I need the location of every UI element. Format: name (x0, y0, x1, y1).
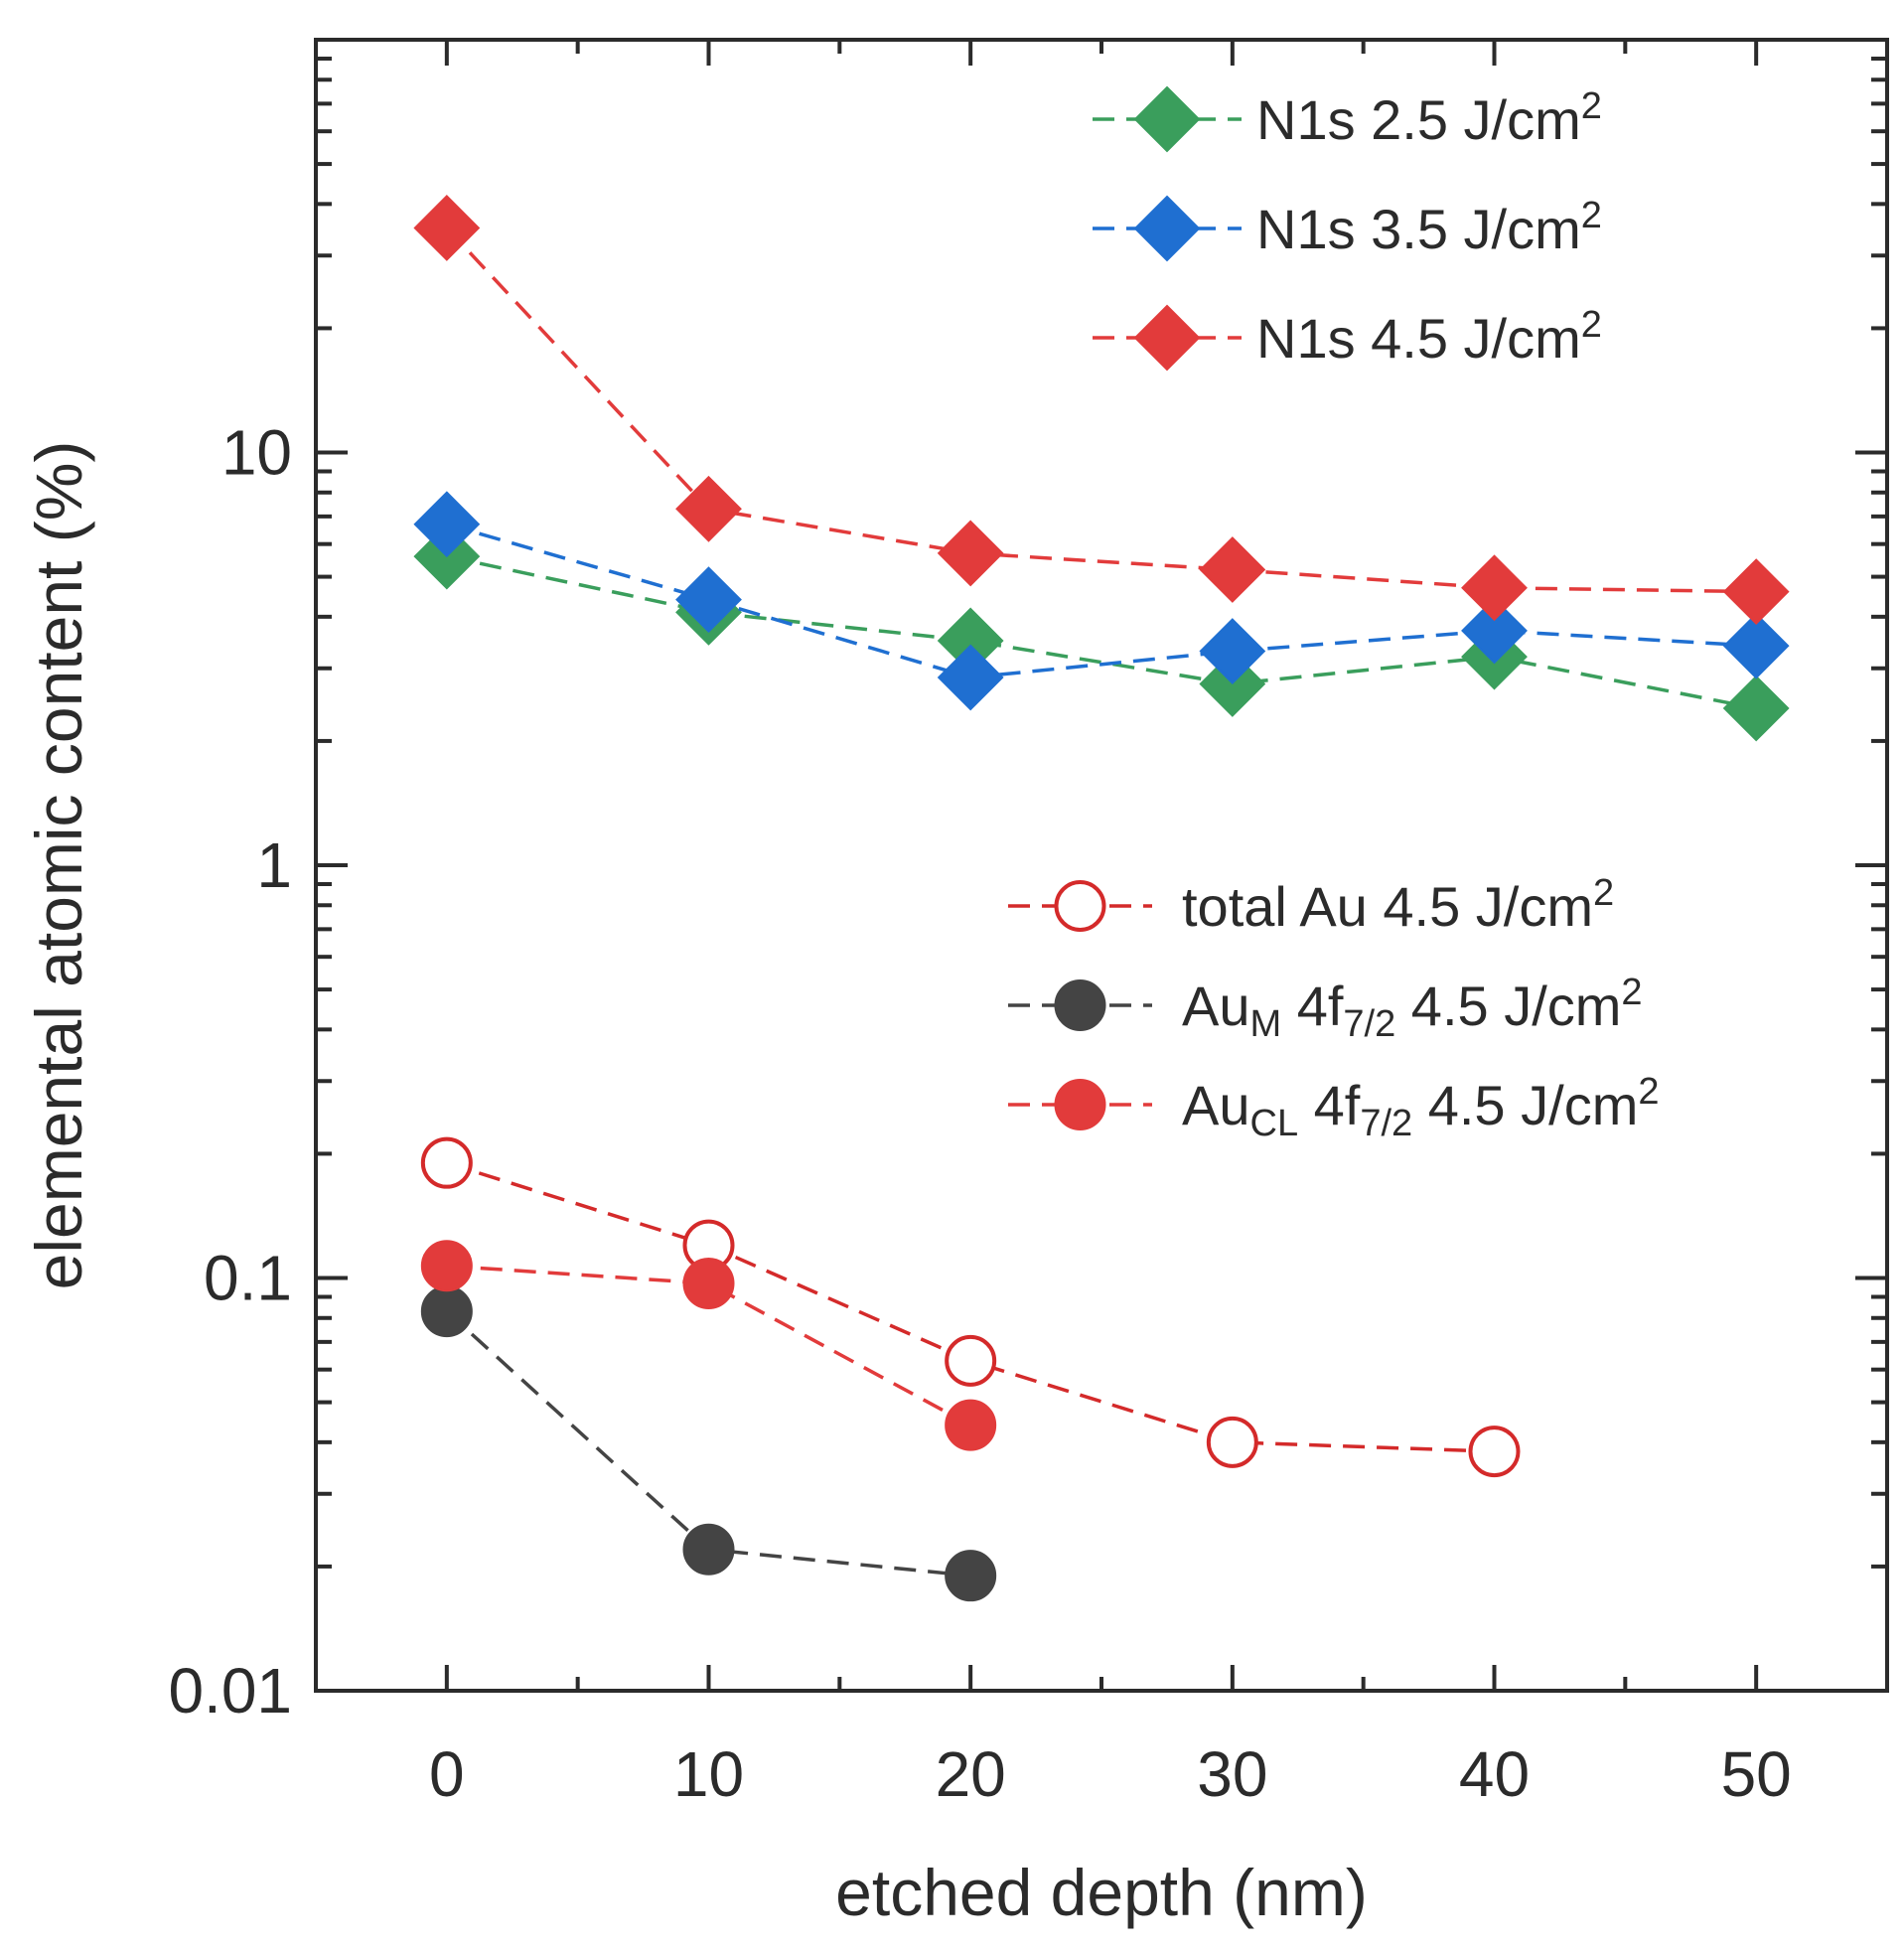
legend-marker (1133, 304, 1201, 372)
x-tick-label: 50 (1721, 1738, 1792, 1810)
series-line-n45 (445, 226, 1757, 594)
x-tick-label: 10 (673, 1738, 744, 1810)
data-point-n35 (1461, 597, 1528, 665)
data-point-aum (420, 1285, 473, 1338)
legend-item-n35: N1s 3.5 J/cm2 (1093, 195, 1602, 262)
legend-item-aucl: AuCL 4f7/2 4.5 J/cm2 (1008, 1071, 1659, 1144)
legend-marker (1054, 1079, 1106, 1130)
legend-label: N1s 3.5 J/cm2 (1256, 195, 1602, 260)
data-point-n45 (675, 475, 742, 542)
data-point-aucl (945, 1399, 997, 1451)
legend-marker (1054, 880, 1106, 932)
tick-labels: 0 10 20 30 40 50 0.01 0.1 1 10 (168, 417, 1791, 1811)
data-point-totalau (1468, 1426, 1521, 1478)
series-n25 (413, 523, 1790, 742)
legend: N1s 2.5 J/cm2 N1s 3.5 J/cm2 N1s 4.5 J/cm2 t… (1008, 85, 1659, 1144)
legend-label: N1s 2.5 J/cm2 (1256, 85, 1602, 151)
x-tick-label: 20 (936, 1738, 1006, 1810)
data-point-n45 (1722, 558, 1790, 626)
data-point-n35 (1199, 618, 1266, 684)
legend-marker (1133, 195, 1201, 262)
series-aucl (420, 1240, 997, 1451)
legend-item-totalau: total Au 4.5 J/cm2 (1008, 872, 1614, 938)
plot-frame (314, 38, 1889, 1693)
data-point-n25 (1722, 675, 1790, 742)
legend-item-n45: N1s 4.5 J/cm2 (1093, 304, 1602, 372)
data-point-n45 (1461, 554, 1528, 622)
y-tick-label: 0.01 (168, 1655, 292, 1727)
axis-ticks (314, 40, 1889, 1693)
data-point-n45 (413, 195, 481, 261)
y-tick-label: 1 (256, 829, 292, 901)
series-line-n25 (446, 554, 1757, 710)
series-n35 (413, 491, 1790, 711)
y-tick-label: 0.1 (204, 1243, 292, 1314)
series-line-n35 (446, 523, 1757, 679)
series-n45 (413, 195, 1790, 626)
legend-label: AuCL 4f7/2 4.5 J/cm2 (1182, 1071, 1659, 1144)
data-point-n35 (1722, 612, 1790, 679)
series-aum (420, 1285, 997, 1602)
data-point-n35 (937, 644, 1004, 711)
y-axis-title: elemental atomic content (%) (22, 441, 95, 1290)
x-axis-title: etched depth (nm) (835, 1856, 1368, 1929)
series-totalau (420, 1136, 1521, 1478)
x-tick-label: 40 (1459, 1738, 1530, 1810)
legend-label: AuM 4f7/2 4.5 J/cm2 (1182, 972, 1643, 1045)
legend-marker (1133, 85, 1201, 153)
legend-marker (1054, 979, 1106, 1031)
data-point-n35 (413, 491, 481, 558)
data-point-n45 (937, 520, 1004, 587)
data-point-aum (682, 1523, 735, 1576)
data-point-n45 (1199, 536, 1266, 603)
x-tick-label: 30 (1197, 1738, 1267, 1810)
legend-item-n25: N1s 2.5 J/cm2 (1093, 85, 1602, 153)
data-point-aum (945, 1550, 997, 1602)
data-point-aucl (420, 1240, 473, 1292)
x-tick-label: 0 (429, 1738, 465, 1810)
legend-item-aum: AuM 4f7/2 4.5 J/cm2 (1008, 972, 1643, 1045)
data-point-aucl (682, 1257, 735, 1309)
series-line-aucl (446, 1264, 971, 1427)
legend-label: N1s 4.5 J/cm2 (1256, 304, 1602, 370)
data-point-totalau (420, 1136, 473, 1189)
legend-label: total Au 4.5 J/cm2 (1182, 872, 1614, 938)
data-point-n35 (675, 566, 742, 634)
y-tick-label: 10 (221, 417, 292, 489)
data-point-totalau (1206, 1416, 1258, 1468)
data-point-totalau (945, 1334, 997, 1387)
series-layer (413, 195, 1790, 1602)
